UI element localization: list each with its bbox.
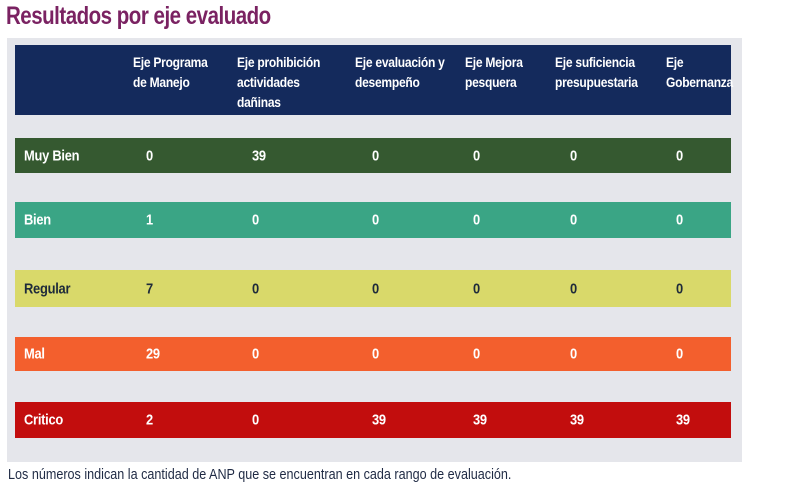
row-label: Bien: [24, 211, 51, 229]
table-row: Muy Bien 0 39 0 0 0 0: [15, 138, 731, 173]
cell-value: 0: [570, 211, 577, 229]
row-label: Regular: [24, 280, 71, 297]
cell-value: 39: [676, 411, 690, 429]
cell-value: 39: [473, 411, 487, 429]
cell-value: 0: [473, 147, 480, 164]
cell-value: 29: [146, 345, 160, 363]
table-header: Eje Programa de Manejo Eje prohibición a…: [15, 45, 733, 115]
table-row: Mal 29 0 0 0 0 0: [15, 337, 731, 371]
row-label: Muy Bien: [24, 147, 80, 164]
cell-value: 0: [473, 345, 480, 363]
cell-value: 0: [372, 280, 379, 297]
table-row: Regular 7 0 0 0 0 0: [15, 270, 731, 307]
cell-value: 0: [570, 280, 577, 297]
cell-value: 0: [252, 280, 259, 297]
cell-value: 39: [252, 147, 266, 164]
cell-value: 7: [146, 280, 153, 297]
cell-value: 0: [570, 147, 577, 164]
cell-value: 1: [146, 211, 153, 229]
cell-value: 0: [570, 345, 577, 363]
cell-value: 0: [146, 147, 153, 164]
cell-value: 0: [473, 280, 480, 297]
cell-value: 0: [372, 147, 379, 164]
cell-value: 0: [252, 411, 259, 429]
cell-value: 39: [570, 411, 584, 429]
cell-value: 0: [473, 211, 480, 229]
cell-value: 0: [676, 280, 683, 297]
cell-value: 0: [372, 345, 379, 363]
cell-value: 0: [252, 211, 259, 229]
cell-value: 39: [372, 411, 386, 429]
row-label: Mal: [24, 345, 45, 363]
cell-value: 0: [676, 211, 683, 229]
cell-value: 0: [252, 345, 259, 363]
footnote: Los números indican la cantidad de ANP q…: [8, 466, 512, 483]
row-label: Critico: [24, 411, 64, 429]
table-row: Bien 1 0 0 0 0 0: [15, 202, 731, 238]
cell-value: 0: [372, 211, 379, 229]
cell-value: 2: [146, 411, 153, 429]
table-row: Critico 2 0 39 39 39 39: [15, 402, 731, 438]
cell-value: 0: [676, 345, 683, 363]
cell-value: 0: [676, 147, 683, 164]
page-title: Resultados por eje evaluado: [6, 2, 271, 30]
